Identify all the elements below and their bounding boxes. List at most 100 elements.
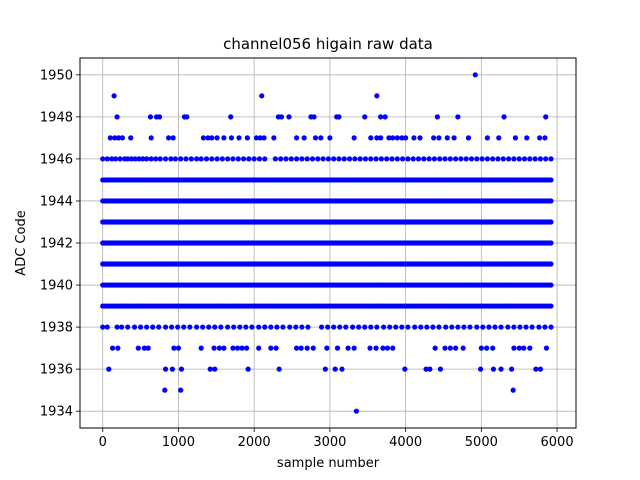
data-point: [144, 324, 150, 330]
data-point: [484, 135, 491, 141]
data-point: [310, 345, 316, 351]
y-tick-label: 1946: [40, 152, 73, 167]
data-point: [505, 324, 511, 330]
data-point: [336, 156, 342, 162]
data-point: [548, 219, 554, 225]
data-point: [492, 324, 498, 330]
data-point: [511, 324, 517, 330]
data-point: [131, 324, 138, 330]
data-point: [256, 156, 263, 162]
data-point: [299, 156, 305, 162]
data-point: [244, 135, 250, 141]
data-point: [455, 114, 461, 120]
data-point: [293, 156, 300, 162]
data-point: [509, 366, 515, 372]
data-point: [280, 324, 286, 330]
data-point: [304, 345, 310, 351]
data-point: [405, 324, 411, 330]
data-point: [256, 345, 262, 351]
data-point: [272, 156, 278, 162]
data-point: [228, 114, 234, 120]
data-point: [136, 156, 142, 162]
data-point: [231, 324, 237, 330]
data-point: [368, 156, 374, 162]
data-point: [150, 324, 156, 330]
data-point: [100, 156, 106, 162]
data-point: [162, 366, 169, 372]
data-point: [218, 324, 224, 330]
data-point: [523, 324, 529, 330]
data-point: [315, 156, 321, 162]
data-point: [324, 345, 330, 351]
data-point: [288, 156, 294, 162]
data-point: [490, 345, 496, 351]
data-point: [114, 324, 120, 330]
data-point: [447, 156, 453, 162]
data-point: [537, 366, 544, 372]
data-point: [417, 135, 423, 141]
data-point: [394, 135, 400, 141]
data-point: [278, 156, 284, 162]
data-point: [394, 156, 400, 162]
data-point: [353, 408, 359, 414]
data-point: [437, 366, 444, 372]
data-point: [351, 135, 357, 141]
data-point: [378, 135, 384, 141]
data-point: [311, 114, 317, 120]
data-point: [168, 156, 174, 162]
data-point: [521, 345, 527, 351]
data-point: [239, 345, 245, 351]
data-point: [341, 156, 347, 162]
data-point: [172, 156, 179, 162]
data-point: [128, 135, 134, 141]
data-point: [516, 345, 522, 351]
data-point: [286, 114, 292, 120]
data-point: [332, 366, 338, 372]
data-point: [382, 114, 388, 120]
data-point: [548, 198, 554, 204]
x-tick-label: 0: [99, 435, 107, 450]
data-point: [162, 324, 169, 330]
data-point: [104, 324, 110, 330]
data-point: [362, 114, 368, 120]
data-point: [237, 324, 243, 330]
data-point: [460, 345, 466, 351]
data-point: [207, 366, 213, 372]
data-point: [543, 345, 550, 351]
data-point: [148, 135, 154, 141]
data-point: [352, 156, 358, 162]
data-point: [132, 156, 138, 162]
data-point: [251, 156, 257, 162]
data-point: [527, 156, 533, 162]
data-point: [293, 345, 300, 351]
data-point: [336, 114, 342, 120]
data-point: [175, 345, 182, 351]
x-tick-label: 3000: [313, 435, 346, 450]
data-point: [104, 156, 110, 162]
data-point: [362, 156, 369, 162]
data-point: [262, 324, 268, 330]
data-point: [156, 114, 163, 120]
data-point: [529, 324, 535, 330]
data-point: [498, 366, 504, 372]
data-point: [293, 324, 299, 330]
data-point: [212, 366, 218, 372]
data-point: [548, 240, 554, 246]
data-point: [430, 324, 436, 330]
data-point: [474, 324, 480, 330]
data-point: [162, 387, 168, 393]
data-point: [240, 156, 247, 162]
data-point: [187, 324, 193, 330]
data-point: [484, 156, 491, 162]
data-point: [402, 366, 408, 372]
data-point: [399, 135, 405, 141]
x-tick-label: 5000: [465, 435, 498, 450]
data-point: [537, 135, 543, 141]
x-axis-label: sample number: [277, 456, 380, 471]
data-point: [463, 156, 469, 162]
data-point: [368, 135, 374, 141]
data-point: [386, 135, 392, 141]
data-point: [452, 156, 459, 162]
data-point: [444, 135, 450, 141]
data-point: [548, 303, 554, 309]
